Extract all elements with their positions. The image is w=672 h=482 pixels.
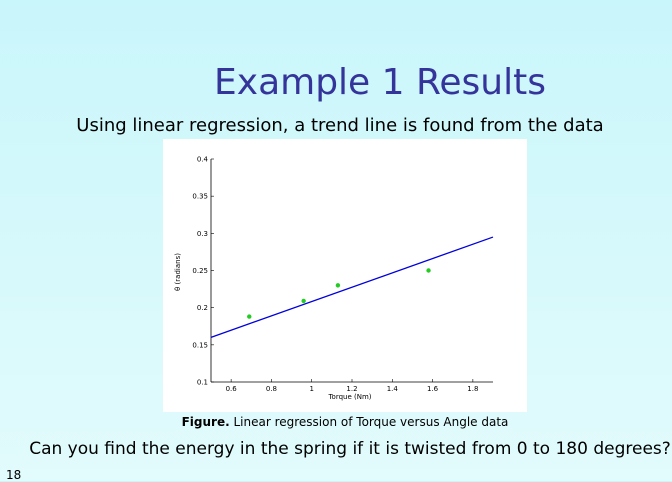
data-point <box>426 268 431 273</box>
data-point <box>247 314 252 319</box>
slide-subtitle: Using linear regression, a trend line is… <box>76 115 604 136</box>
y-tick-label: 0.2 <box>197 304 208 312</box>
caption-text: Linear regression of Torque versus Angle… <box>229 415 509 429</box>
y-axis-label: θ (radians) <box>174 253 182 291</box>
axes <box>210 159 493 383</box>
y-tick-label: 0.15 <box>192 341 208 349</box>
slide-title: Example 1 Results <box>214 62 546 103</box>
caption-label: Figure. <box>181 415 230 429</box>
x-tick-label: 0.6 <box>226 385 238 393</box>
series <box>210 236 494 339</box>
x-tick-label: 0.8 <box>266 385 277 393</box>
x-tick-label: 1.6 <box>427 385 439 393</box>
x-tick-label: 1.8 <box>467 385 478 393</box>
x-tick-label: 1.2 <box>346 385 357 393</box>
y-tick-label: 0.1 <box>197 379 208 387</box>
question-text: Can you find the energy in the spring if… <box>29 439 671 459</box>
y-ticks: 0.1 0.15 0.2 0.25 0.3 0.35 0.4 <box>192 156 214 387</box>
x-tick-label: 1.4 <box>387 385 399 393</box>
data-point <box>335 283 341 288</box>
x-axis-label: Torque (Nm) <box>327 393 371 401</box>
chart-container: 0.6 0.8 1 1.2 1.4 1.6 1.8 0.1 0.15 0.2 0.25 0.3 0.3… <box>163 139 527 412</box>
y-tick-label: 0.25 <box>192 267 208 275</box>
y-tick-label: 0.4 <box>197 156 209 164</box>
y-tick-label: 0.3 <box>197 230 208 238</box>
x-ticks: 0.6 0.8 1 1.2 1.4 1.6 1.8 <box>226 379 478 393</box>
figure-caption: Figure. Linear regression of Torque vers… <box>163 415 527 429</box>
data-point <box>301 298 306 304</box>
slide-number: 18 <box>6 468 22 482</box>
trend-line <box>210 236 494 339</box>
regression-chart: 0.6 0.8 1 1.2 1.4 1.6 1.8 0.1 0.15 0.2 0.25 0.3 0.3… <box>174 156 494 401</box>
y-tick-label: 0.35 <box>192 193 208 201</box>
x-tick-label: 1 <box>309 385 313 393</box>
